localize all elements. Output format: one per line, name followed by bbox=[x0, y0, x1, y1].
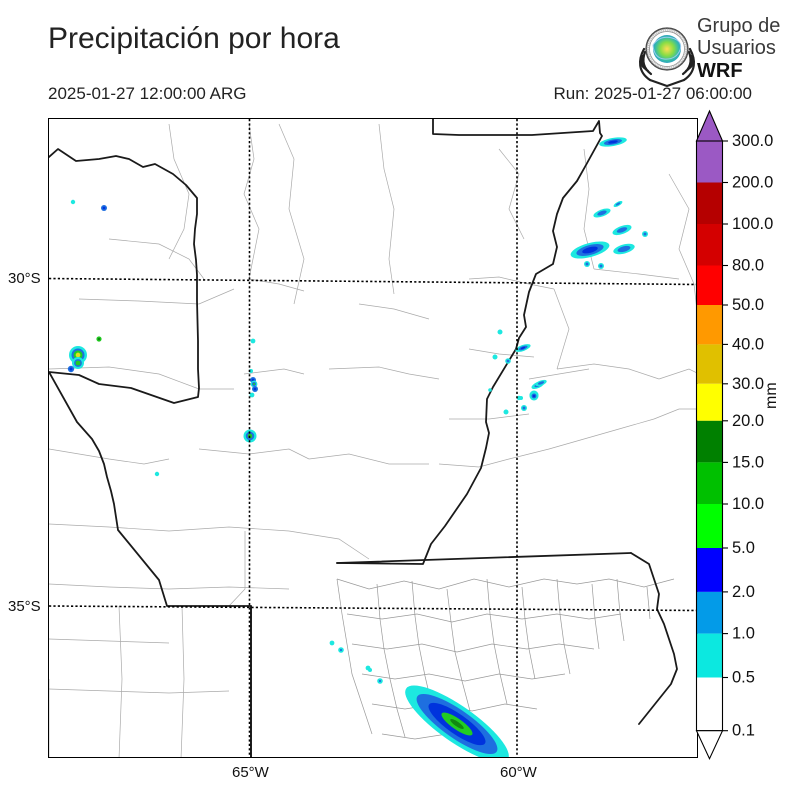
svg-text:20.0: 20.0 bbox=[732, 412, 764, 430]
svg-text:0.5: 0.5 bbox=[732, 669, 755, 687]
svg-text:40.0: 40.0 bbox=[732, 335, 764, 353]
svg-text:300.0: 300.0 bbox=[732, 132, 773, 150]
svg-text:50.0: 50.0 bbox=[732, 296, 764, 314]
svg-text:200.0: 200.0 bbox=[732, 174, 773, 192]
svg-text:5.0: 5.0 bbox=[732, 539, 755, 557]
svg-text:80.0: 80.0 bbox=[732, 257, 764, 275]
svg-text:30.0: 30.0 bbox=[732, 375, 764, 393]
svg-text:0.1: 0.1 bbox=[732, 722, 755, 740]
svg-text:15.0: 15.0 bbox=[732, 453, 764, 471]
svg-text:10.0: 10.0 bbox=[732, 495, 764, 513]
svg-text:2.0: 2.0 bbox=[732, 583, 755, 601]
svg-text:1.0: 1.0 bbox=[732, 625, 755, 643]
svg-text:100.0: 100.0 bbox=[732, 215, 773, 233]
